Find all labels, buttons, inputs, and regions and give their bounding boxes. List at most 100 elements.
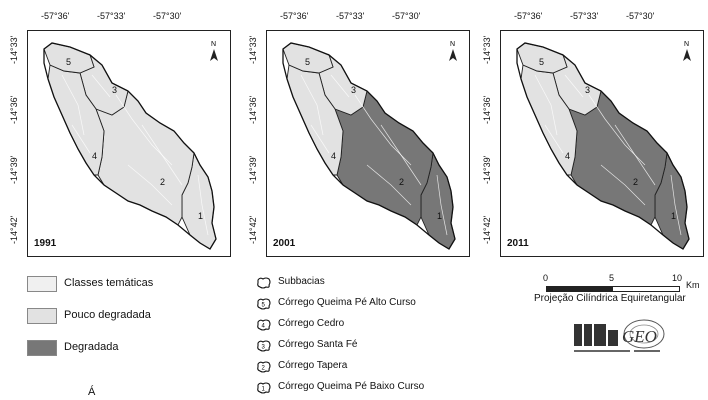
basin-map: N [282,41,457,250]
subbasin-shape-icon: 2 [256,360,272,373]
subbasin-legend-item: Córrego Tapera [278,360,348,371]
lon-tick-label: -57°36' [41,11,70,21]
drainage-line [127,164,173,206]
north-label: N [211,41,216,48]
subbasin-number-1: 1 [671,211,677,221]
lon-tick-label: -57°36' [514,11,543,21]
lat-tick-label: -14°39' [9,155,19,184]
svg-text:GEO: GEO [622,327,657,346]
lon-tick-label: -57°30' [153,11,182,21]
subbasin-number-4: 4 [92,151,98,161]
scale-bar [546,286,680,292]
subbasin-shape-icon: 3 [256,339,272,352]
subbasin-shape-icon: 1 [256,381,272,394]
scale-label-5: 5 [609,273,615,283]
subbasin-number-5: 5 [539,57,545,67]
drainage-line [380,124,422,186]
drainage-line [436,174,448,236]
lat-tick-label: -14°42' [9,215,19,244]
lat-tick-label: -14°33' [9,35,19,64]
drainage-line [534,74,558,136]
svg-text:5: 5 [262,303,266,309]
basin-outline [43,42,217,250]
lon-tick-label: -57°30' [392,11,421,21]
map-panel-1991: N 1 2 3 4 5 1991 [27,30,231,257]
lat-tick-label: -14°33' [482,35,492,64]
legend-swatch-low [27,308,57,324]
map-panel-2001: N 1 2 3 4 5 2001 [266,30,470,257]
drainage-line [366,164,412,206]
drainage-line [670,174,682,236]
drainage-line [300,74,324,136]
lat-tick-label: -14°36' [9,95,19,124]
basin-map: N [516,41,691,250]
lat-tick-label: -14°42' [482,215,492,244]
drainage-line [141,124,183,186]
subbasin-legend-item: Córrego Queima Pé Baixo Curso [278,381,425,392]
svg-text:1: 1 [262,387,266,393]
drainage-line [330,74,350,98]
scale-unit: Km [686,280,700,290]
lat-tick-label: -14°36' [248,95,258,124]
basin-outline [516,42,690,250]
subbasin-number-5: 5 [305,57,311,67]
subbasin-number-2: 2 [399,177,405,187]
svg-text:3: 3 [262,345,266,351]
drainage-line [564,74,584,98]
subbasin-number-2: 2 [633,177,639,187]
legend-swatch-thematic [27,276,57,292]
map-year-label: 2011 [507,238,529,249]
basin-map: N [43,41,218,250]
lon-tick-label: -57°30' [626,11,655,21]
subbasin-legend-item: Córrego Santa Fé [278,339,358,350]
projection-text: Projeção Cilíndrica Equiretangular [534,293,686,304]
subbasin-legend-item: Córrego Cedro [278,318,345,329]
subbasin-number-2: 2 [160,177,166,187]
svg-text:4: 4 [262,324,266,330]
map-panel-2011: N 1 2 3 4 5 2011 [500,30,704,257]
geo-lab-logo: GEO [574,319,665,352]
drainage-line [61,74,85,136]
lon-tick-label: -57°36' [280,11,309,21]
drainage-line [71,124,91,154]
lat-tick-label: -14°39' [482,155,492,184]
lon-tick-label: -57°33' [570,11,599,21]
legend-swatch-degraded [27,340,57,356]
subbasin-shape-icon: 4 [256,318,272,331]
svg-text:2: 2 [262,366,266,372]
subbasin-number-4: 4 [565,151,571,161]
north-arrow-icon: N [683,41,691,61]
legend-label-low: Pouco degradada [64,309,151,321]
subbasin-number-5: 5 [66,57,72,67]
north-label: N [450,41,455,48]
north-arrow-icon: N [210,41,218,61]
lat-tick-label: -14°42' [248,215,258,244]
bottom-letter: Á [88,386,96,398]
drainage-line [544,124,564,154]
legend-label-thematic: Classes temáticas [64,277,154,289]
map-year-label: 2001 [273,238,296,249]
lon-tick-label: -57°33' [97,11,126,21]
lon-tick-label: -57°33' [336,11,365,21]
drainage-line [600,164,646,206]
drainage-line [197,174,209,236]
subbasin-number-3: 3 [585,85,591,95]
subbasin-number-1: 1 [437,211,443,221]
subbasin-number-3: 3 [112,85,118,95]
subbasin-shape-icon: 5 [256,297,272,310]
drainage-line [91,74,111,98]
scale-label-10: 10 [672,273,683,283]
subbasin-legend-title: Subbacias [278,276,325,287]
legend-label-degraded: Degradada [64,341,119,353]
basin-outline [282,42,456,250]
north-label: N [684,41,689,48]
subbasin-number-4: 4 [331,151,337,161]
north-arrow-icon: N [449,41,457,61]
lat-tick-label: -14°33' [248,35,258,64]
lat-tick-label: -14°39' [248,155,258,184]
map-year-label: 1991 [34,238,57,249]
drainage-line [614,124,656,186]
lat-tick-label: -14°36' [482,95,492,124]
drainage-line [310,124,330,154]
scale-label-0: 0 [543,273,549,283]
